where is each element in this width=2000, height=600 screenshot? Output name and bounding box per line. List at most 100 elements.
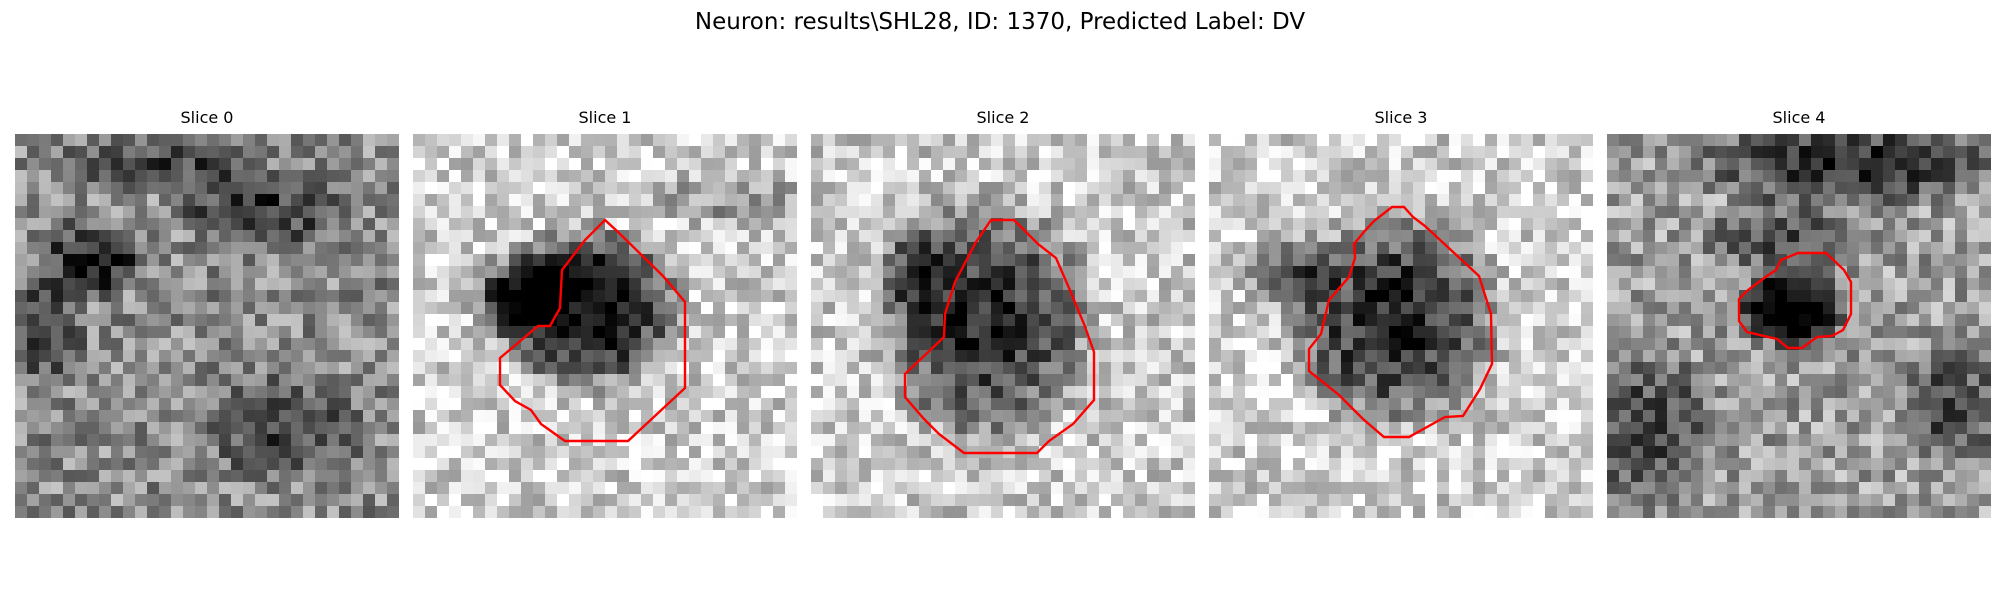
pixel <box>689 398 702 411</box>
pixel <box>1787 218 1800 231</box>
pixel <box>713 242 726 255</box>
pixel <box>665 338 678 351</box>
pixel <box>545 206 558 219</box>
pixel <box>207 290 220 303</box>
pixel <box>1799 206 1812 219</box>
pixel <box>1557 422 1570 435</box>
pixel <box>1533 242 1546 255</box>
pixel <box>1027 398 1040 411</box>
pixel <box>1581 398 1593 411</box>
pixel <box>1329 374 1342 387</box>
pixel <box>231 194 244 207</box>
pixel <box>449 290 462 303</box>
pixel <box>1509 254 1522 267</box>
pixel <box>1703 290 1716 303</box>
pixel <box>87 278 100 291</box>
pixel <box>955 338 968 351</box>
pixel <box>1557 290 1570 303</box>
pixel <box>183 314 196 327</box>
pixel <box>485 434 498 447</box>
pixel <box>1257 206 1270 219</box>
pixel <box>425 470 438 483</box>
pixel <box>1257 146 1270 159</box>
pixel <box>1823 386 1836 399</box>
pixel <box>1811 230 1824 243</box>
pixel <box>605 290 618 303</box>
pixel <box>1063 170 1076 183</box>
pixel <box>1159 446 1172 459</box>
pixel <box>1643 206 1656 219</box>
pixel <box>1655 458 1668 471</box>
pixel <box>1461 158 1474 171</box>
pixel <box>1171 506 1184 518</box>
pixel <box>1967 422 1980 435</box>
pixel <box>1979 422 1991 435</box>
pixel <box>339 206 352 219</box>
pixel <box>1739 218 1752 231</box>
pixel <box>737 206 750 219</box>
pixel <box>1619 422 1632 435</box>
pixel <box>1823 242 1836 255</box>
pixel <box>1667 158 1680 171</box>
pixel <box>1269 350 1282 363</box>
pixel <box>303 494 316 507</box>
pixel <box>1269 302 1282 315</box>
pixel <box>111 254 124 267</box>
pixel <box>1619 446 1632 459</box>
pixel <box>545 494 558 507</box>
pixel <box>1919 302 1932 315</box>
pixel <box>1341 314 1354 327</box>
pixel <box>677 254 690 267</box>
pixel <box>1763 146 1776 159</box>
pixel <box>749 254 762 267</box>
pixel <box>1353 266 1366 279</box>
pixel <box>883 470 896 483</box>
pixel <box>387 218 399 231</box>
pixel <box>1063 482 1076 495</box>
pixel <box>1521 158 1534 171</box>
pixel <box>1183 146 1195 159</box>
pixel <box>111 314 124 327</box>
pixel <box>557 338 570 351</box>
pixel <box>1679 386 1692 399</box>
pixel <box>279 398 292 411</box>
pixel <box>785 434 797 447</box>
pixel <box>15 422 28 435</box>
pixel <box>413 506 426 518</box>
pixel <box>713 146 726 159</box>
pixel-grid <box>811 134 1195 518</box>
pixel <box>315 458 328 471</box>
pixel <box>557 482 570 495</box>
pixel <box>1581 170 1593 183</box>
pixel <box>1631 458 1644 471</box>
pixel <box>1135 242 1148 255</box>
pixel <box>99 506 112 518</box>
pixel <box>1763 374 1776 387</box>
pixel <box>1425 374 1438 387</box>
pixel <box>123 182 136 195</box>
pixel <box>1907 350 1920 363</box>
pixel <box>1365 422 1378 435</box>
pixel <box>473 242 486 255</box>
pixel <box>1183 446 1195 459</box>
pixel <box>1521 182 1534 195</box>
pixel <box>1147 446 1160 459</box>
pixel <box>1667 362 1680 375</box>
pixel <box>1895 134 1908 147</box>
pixel <box>363 482 376 495</box>
pixel <box>811 158 824 171</box>
pixel <box>1123 506 1136 518</box>
pixel <box>701 266 714 279</box>
pixel <box>641 182 654 195</box>
pixel <box>1521 194 1534 207</box>
pixel <box>1847 266 1860 279</box>
pixel <box>847 386 860 399</box>
pixel <box>279 470 292 483</box>
pixel <box>461 458 474 471</box>
pixel <box>557 266 570 279</box>
pixel <box>919 146 932 159</box>
pixel <box>689 446 702 459</box>
pixel <box>425 482 438 495</box>
pixel <box>1437 398 1450 411</box>
pixel <box>1171 230 1184 243</box>
